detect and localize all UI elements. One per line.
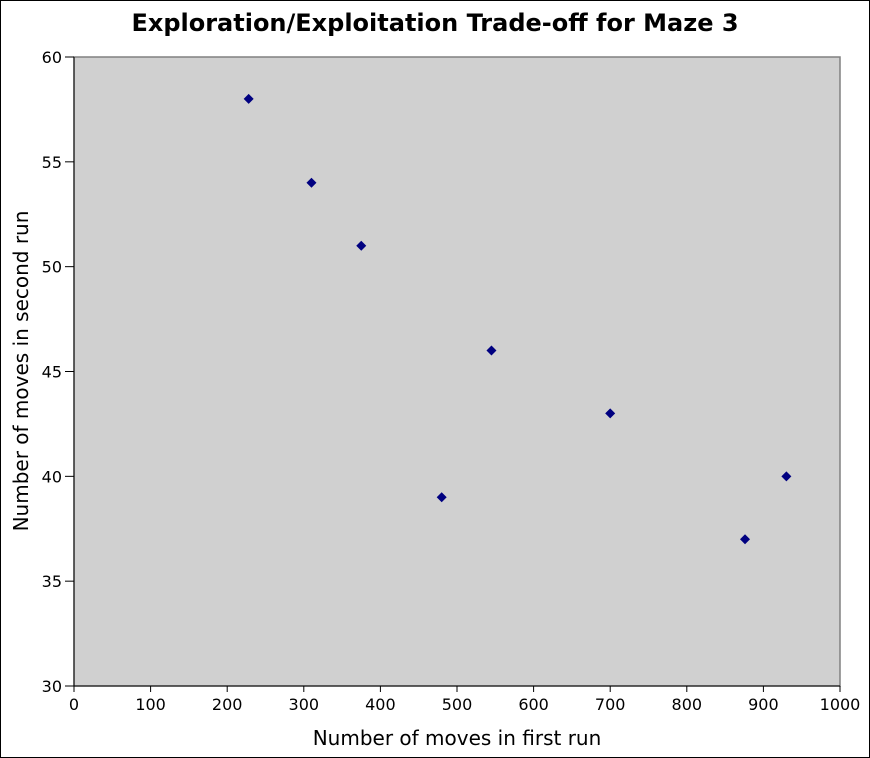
x-tick-label: 900 (748, 695, 779, 714)
x-tick-label: 400 (365, 695, 396, 714)
data-point (486, 345, 497, 356)
x-tick-label: 500 (442, 695, 473, 714)
data-point (436, 492, 447, 503)
data-point (356, 240, 367, 251)
x-tick-label: 700 (595, 695, 626, 714)
x-tick-label: 200 (212, 695, 243, 714)
y-tick-label: 60 (42, 48, 62, 67)
plot-area (73, 56, 841, 687)
y-tick-label: 35 (42, 572, 62, 591)
data-point (243, 93, 254, 104)
data-point (605, 408, 616, 419)
data-points (243, 93, 792, 545)
y-tick-label: 50 (42, 258, 62, 277)
x-tick-label: 1000 (820, 695, 861, 714)
data-point (781, 471, 792, 482)
y-tick-label: 55 (42, 153, 62, 172)
data-point (740, 534, 751, 545)
x-tick-label: 800 (672, 695, 703, 714)
data-point (306, 177, 317, 188)
chart-title: Exploration/Exploitation Trade-off for M… (131, 9, 738, 37)
y-axis-label: Number of moves in second run (9, 211, 33, 532)
x-tick-label: 100 (135, 695, 166, 714)
y-tick-label: 30 (42, 677, 62, 696)
y-tick-label: 45 (42, 363, 62, 382)
x-tick-label: 300 (289, 695, 320, 714)
y-tick-label: 40 (42, 467, 62, 486)
x-tick-label: 600 (518, 695, 549, 714)
x-tick-label: 0 (69, 695, 79, 714)
x-axis-ticks: 0 100 200 300 400 500 600 700 800 900 1000 (69, 686, 860, 714)
x-axis-label: Number of moves in first run (313, 726, 602, 750)
y-axis-ticks: 30 35 40 45 50 55 60 (42, 48, 74, 696)
